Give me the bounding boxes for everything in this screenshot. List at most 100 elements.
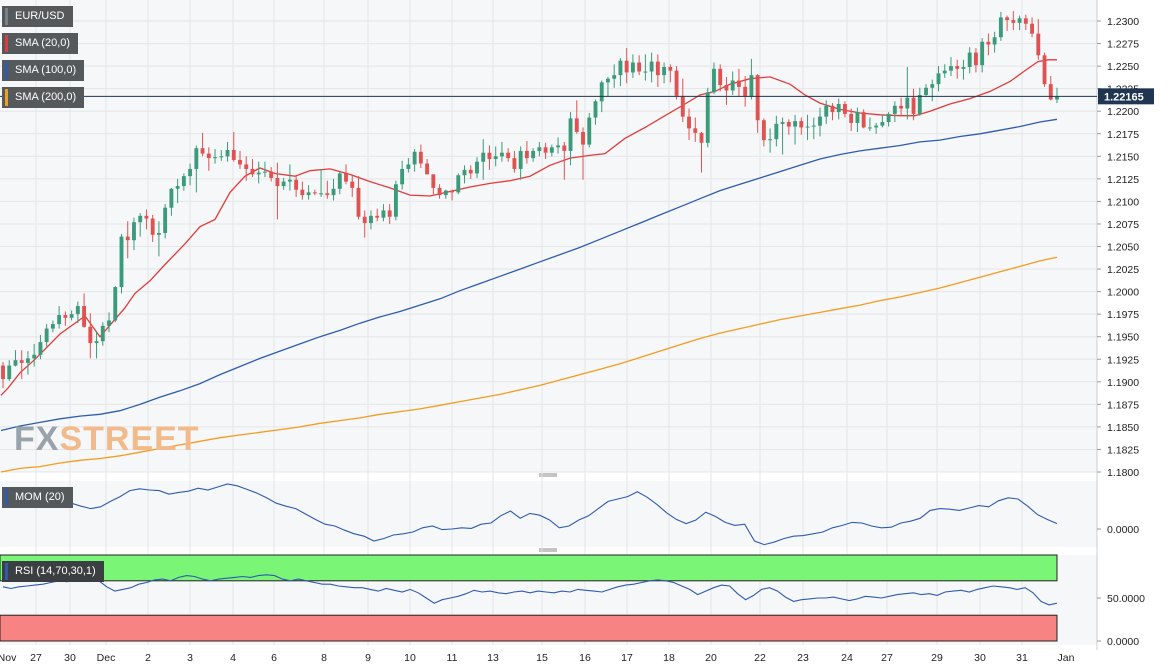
- candle-body: [855, 112, 860, 123]
- candle-body: [674, 70, 679, 96]
- candle-body: [44, 328, 49, 343]
- candle-body: [462, 169, 467, 176]
- candle-body: [680, 95, 685, 117]
- candle-body: [88, 326, 93, 344]
- sma200-line: [0, 256, 1058, 473]
- candle-body: [886, 113, 891, 123]
- sma100-swatch: [5, 62, 8, 79]
- candle-body: [418, 151, 423, 164]
- candle-body: [892, 105, 897, 114]
- candle-body: [624, 60, 629, 73]
- candle-body: [967, 52, 972, 68]
- symbol-label: EUR/USD: [15, 10, 65, 22]
- candle-body: [26, 358, 30, 363]
- candle-body: [874, 125, 879, 128]
- x-tick-label: 30: [64, 652, 76, 664]
- candle-body: [362, 216, 367, 224]
- candle-body: [387, 210, 392, 217]
- candle-body: [556, 145, 560, 148]
- candle-body: [312, 192, 317, 194]
- symbol-tag[interactable]: EUR/USD: [2, 6, 73, 27]
- candle-body: [574, 118, 579, 132]
- candle-body: [113, 287, 118, 321]
- panel-backgrounds: [539, 0, 1098, 650]
- last-price-badge: [1098, 88, 1154, 105]
- candle-body: [244, 164, 249, 169]
- momentum-swatch: [5, 489, 8, 506]
- x-tick-label: Nov: [0, 652, 17, 664]
- candle-body: [549, 147, 554, 153]
- candle-body: [618, 60, 623, 76]
- candle-body: [1055, 96, 1059, 100]
- candle-body: [724, 85, 729, 91]
- candle-body: [169, 188, 174, 208]
- x-tick-label: 6: [271, 652, 277, 664]
- rsi-line: [2, 574, 1058, 606]
- candle-body: [1023, 18, 1028, 24]
- momentum-line: [2, 483, 1058, 546]
- y-tick-label: 1.2075: [1107, 219, 1139, 231]
- y-tick-label: 1.2300: [1107, 16, 1139, 28]
- candle-body: [543, 147, 548, 153]
- candle-body: [799, 121, 804, 128]
- x-tick-label: 24: [841, 652, 853, 664]
- x-tick-label: 4: [230, 652, 236, 664]
- candle-body: [1042, 55, 1047, 85]
- candle-body: [761, 120, 766, 141]
- candle-body: [188, 168, 193, 177]
- candle-body: [19, 360, 24, 363]
- rsi-overbought-zone: [0, 554, 1058, 582]
- candle-body: [156, 232, 161, 235]
- candle-body: [400, 168, 405, 185]
- candle-body: [524, 150, 529, 159]
- y-tick-label: 1.2175: [1107, 129, 1139, 141]
- candle-body: [125, 236, 130, 241]
- candle-body: [930, 84, 935, 88]
- x-tick-label: 18: [663, 652, 675, 664]
- candle-body: [861, 112, 866, 128]
- x-tick-label: 10: [404, 652, 416, 664]
- x-tick-label: 15: [536, 652, 548, 664]
- candle-body: [69, 314, 74, 318]
- y-tick-label: 1.2100: [1107, 196, 1139, 208]
- candle-body: [13, 360, 18, 366]
- legend-sma100[interactable]: SMA (100,0): [2, 60, 85, 81]
- candle-body: [75, 306, 80, 315]
- candle-body: [712, 68, 716, 93]
- candle-body: [206, 153, 211, 159]
- candle-body: [805, 126, 810, 128]
- candle-body: [755, 75, 760, 121]
- candle-body: [381, 210, 386, 218]
- candle-body: [281, 181, 286, 187]
- y-tick-label: 1.1825: [1107, 444, 1139, 456]
- legend-sma20[interactable]: SMA (20,0): [2, 33, 79, 54]
- price-candles: [0, 11, 1097, 389]
- candle-body: [780, 122, 785, 124]
- candle-body: [911, 97, 916, 114]
- candle-body: [512, 158, 517, 169]
- candle-body: [612, 75, 617, 79]
- y-tick-label: 1.1950: [1107, 332, 1139, 344]
- candle-body: [493, 156, 498, 160]
- candle-body: [836, 104, 841, 113]
- y-tick-label: 1.2250: [1107, 61, 1139, 73]
- rsi-label: RSI (14,70,30,1): [15, 565, 96, 577]
- x-tick-label: 31: [1016, 652, 1028, 664]
- candle-body: [263, 171, 267, 173]
- candle-body: [668, 67, 673, 71]
- y-tick-label: 1.1900: [1107, 377, 1139, 389]
- candle-body: [973, 52, 978, 66]
- last-price-label: 1.22165: [1104, 91, 1144, 103]
- y-tick-label: 1.1875: [1107, 399, 1139, 411]
- legend-momentum[interactable]: MOM (20): [2, 487, 73, 508]
- candle-body: [481, 152, 486, 162]
- candle-body: [82, 306, 87, 327]
- legend-rsi[interactable]: RSI (14,70,30,1): [2, 561, 104, 582]
- candle-body: [768, 139, 773, 141]
- candle-body: [599, 82, 604, 102]
- x-tick-label: 27: [30, 652, 42, 664]
- candle-body: [924, 87, 928, 95]
- candle-body: [319, 193, 324, 195]
- legend-sma200[interactable]: SMA (200,0): [2, 87, 85, 108]
- sma200-label: SMA (200,0): [15, 91, 77, 103]
